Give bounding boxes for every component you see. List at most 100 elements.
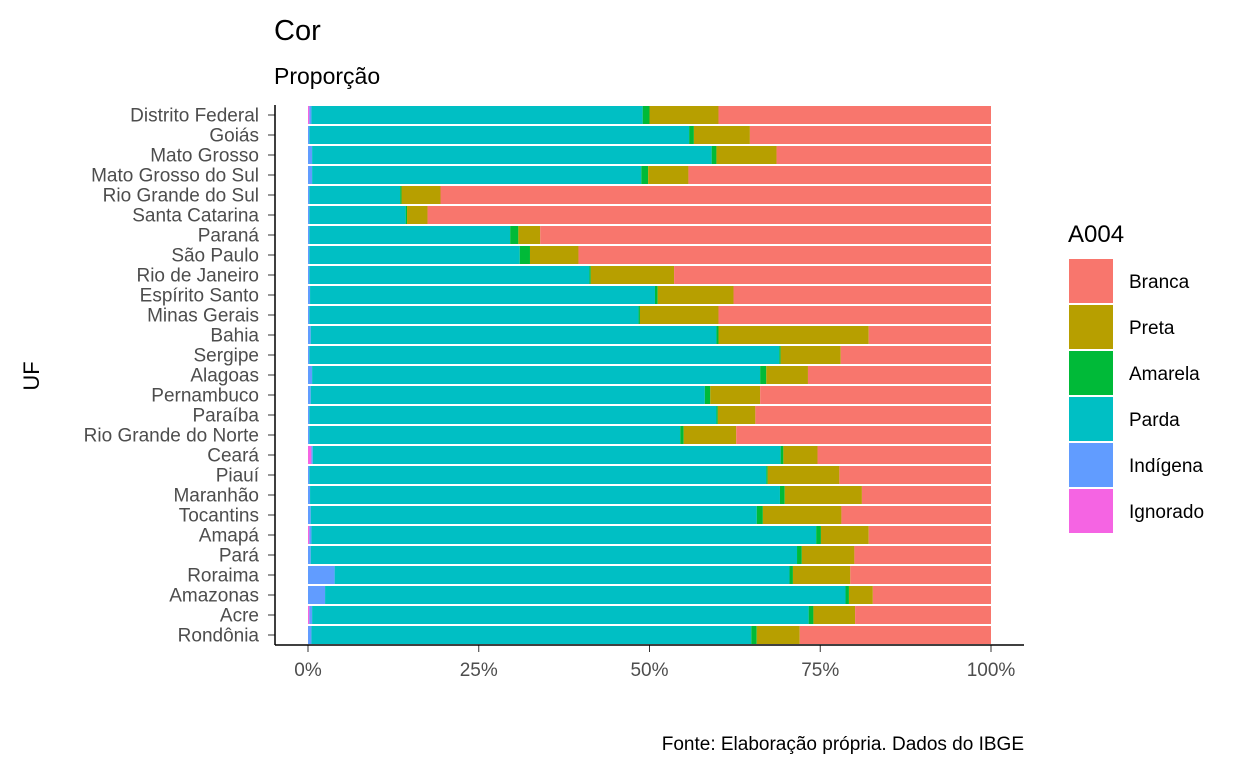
bar-rio-de-janeiro-parda: [309, 266, 590, 284]
bar-para-branca: [854, 546, 991, 564]
y-tick-label: Pará: [219, 546, 260, 567]
bar-rio-grande-do-sul-parda: [309, 186, 401, 204]
bar-rio-grande-do-sul-amarela: [400, 186, 402, 204]
bar-piaui-preta: [767, 466, 840, 484]
bar-parana-branca: [540, 226, 991, 244]
y-tick-label: Minas Gerais: [147, 306, 259, 327]
bar-pernambuco-amarela: [704, 386, 711, 404]
bar-mato-grosso-do-sul-preta: [648, 166, 689, 184]
bar-amapa-ignorado: [308, 526, 310, 544]
bar-amazonas-branca: [872, 586, 991, 604]
bar-rondonia-amarela: [751, 626, 757, 644]
y-tick-label: Paraíba: [192, 406, 259, 427]
bar-espirito-santo-preta: [657, 286, 734, 304]
bar-parana-amarela: [510, 226, 519, 244]
bar-santa-catarina-parda: [309, 206, 406, 224]
bar-distrito-federal-preta: [649, 106, 719, 124]
bar-rio-de-janeiro-preta: [590, 266, 675, 284]
bar-mato-grosso-do-sul-indigena: [308, 166, 313, 184]
bar-bahia-preta: [718, 326, 869, 344]
bar-acre-parda: [312, 606, 809, 624]
bar-ceara-amarela: [780, 446, 784, 464]
bar-acre-branca: [855, 606, 991, 624]
bar-acre-amarela: [808, 606, 814, 624]
y-tick-label: São Paulo: [171, 246, 259, 267]
legend-key-indigena: [1069, 443, 1113, 487]
bar-paraiba-parda: [309, 406, 717, 424]
bar-ceara-preta: [783, 446, 818, 464]
chart-subtitle: Proporção: [274, 63, 380, 89]
bar-maranhao-parda: [310, 486, 780, 504]
bar-mato-grosso-branca: [776, 146, 991, 164]
x-tick-label: 25%: [460, 660, 498, 681]
bar-para-indigena: [308, 546, 311, 564]
bar-acre-preta: [813, 606, 856, 624]
bar-tocantins-preta: [762, 506, 842, 524]
bar-goias-indigena: [308, 126, 310, 144]
bar-ceara-branca: [817, 446, 991, 464]
bar-alagoas-indigena: [308, 366, 313, 384]
bar-amazonas-preta: [848, 586, 873, 604]
bar-rio-grande-do-sul-preta: [401, 186, 441, 204]
legend-title: A004: [1068, 221, 1124, 248]
bar-espirito-santo-branca: [733, 286, 991, 304]
bar-amapa-branca: [868, 526, 991, 544]
bar-pernambuco-parda: [310, 386, 705, 404]
bar-sergipe-branca: [840, 346, 991, 364]
bar-amapa-amarela: [816, 526, 821, 544]
bar-santa-catarina-branca: [427, 206, 991, 224]
y-tick-label: Sergipe: [194, 346, 260, 367]
bars-group: [308, 106, 991, 644]
bar-bahia-amarela: [716, 326, 719, 344]
y-tick-label: Goiás: [209, 126, 259, 147]
bar-minas-gerais-branca: [718, 306, 991, 324]
bar-paraiba-indigena: [308, 406, 310, 424]
bar-alagoas-branca: [807, 366, 991, 384]
bar-sao-paulo-amarela: [519, 246, 530, 264]
bar-rio-grande-do-sul-indigena: [308, 186, 310, 204]
bar-piaui-amarela: [766, 466, 768, 484]
bar-minas-gerais-indigena: [308, 306, 310, 324]
bar-mato-grosso-preta: [716, 146, 777, 164]
bar-rio-grande-do-norte-indigena: [308, 426, 310, 444]
bar-rondonia-parda: [311, 626, 752, 644]
bar-parana-preta: [518, 226, 541, 244]
bar-sao-paulo-branca: [578, 246, 991, 264]
bar-rio-grande-do-norte-parda: [309, 426, 681, 444]
bar-parana-indigena: [308, 226, 310, 244]
bar-bahia-branca: [868, 326, 991, 344]
bar-roraima-preta: [792, 566, 851, 584]
bar-espirito-santo-amarela: [654, 286, 658, 304]
bar-paraiba-branca: [755, 406, 991, 424]
bar-amazonas-amarela: [845, 586, 849, 604]
chart-title: Cor: [274, 15, 321, 47]
bar-santa-catarina-preta: [407, 206, 428, 224]
bar-minas-gerais-amarela: [638, 306, 640, 324]
y-tick-label: Maranhão: [173, 486, 259, 507]
x-tick-label: 50%: [630, 660, 668, 681]
x-tick-label: 0%: [294, 660, 322, 681]
bar-goias-branca: [749, 126, 991, 144]
y-tick-label: Ceará: [207, 446, 259, 467]
bar-ceara-ignorado: [308, 446, 312, 464]
legend-label-indigena: Indígena: [1129, 456, 1203, 477]
legend-key-branca: [1069, 259, 1113, 303]
bar-tocantins-indigena: [308, 506, 311, 524]
bar-rio-grande-do-norte-preta: [683, 426, 737, 444]
bar-roraima-branca: [850, 566, 991, 584]
bar-ceara-indigena: [311, 446, 313, 464]
bar-goias-amarela: [689, 126, 694, 144]
legend-label-parda: Parda: [1129, 410, 1180, 431]
bar-rondonia-preta: [756, 626, 800, 644]
bar-para-amarela: [797, 546, 802, 564]
bar-amapa-parda: [311, 526, 817, 544]
bar-tocantins-amarela: [756, 506, 763, 524]
y-axis-label: UF: [19, 361, 44, 390]
bar-maranhao-amarela: [779, 486, 785, 504]
bar-rondonia-indigena: [308, 626, 312, 644]
y-tick-label: Piauí: [216, 466, 260, 487]
bar-minas-gerais-preta: [639, 306, 719, 324]
bar-mato-grosso-do-sul-branca: [688, 166, 991, 184]
